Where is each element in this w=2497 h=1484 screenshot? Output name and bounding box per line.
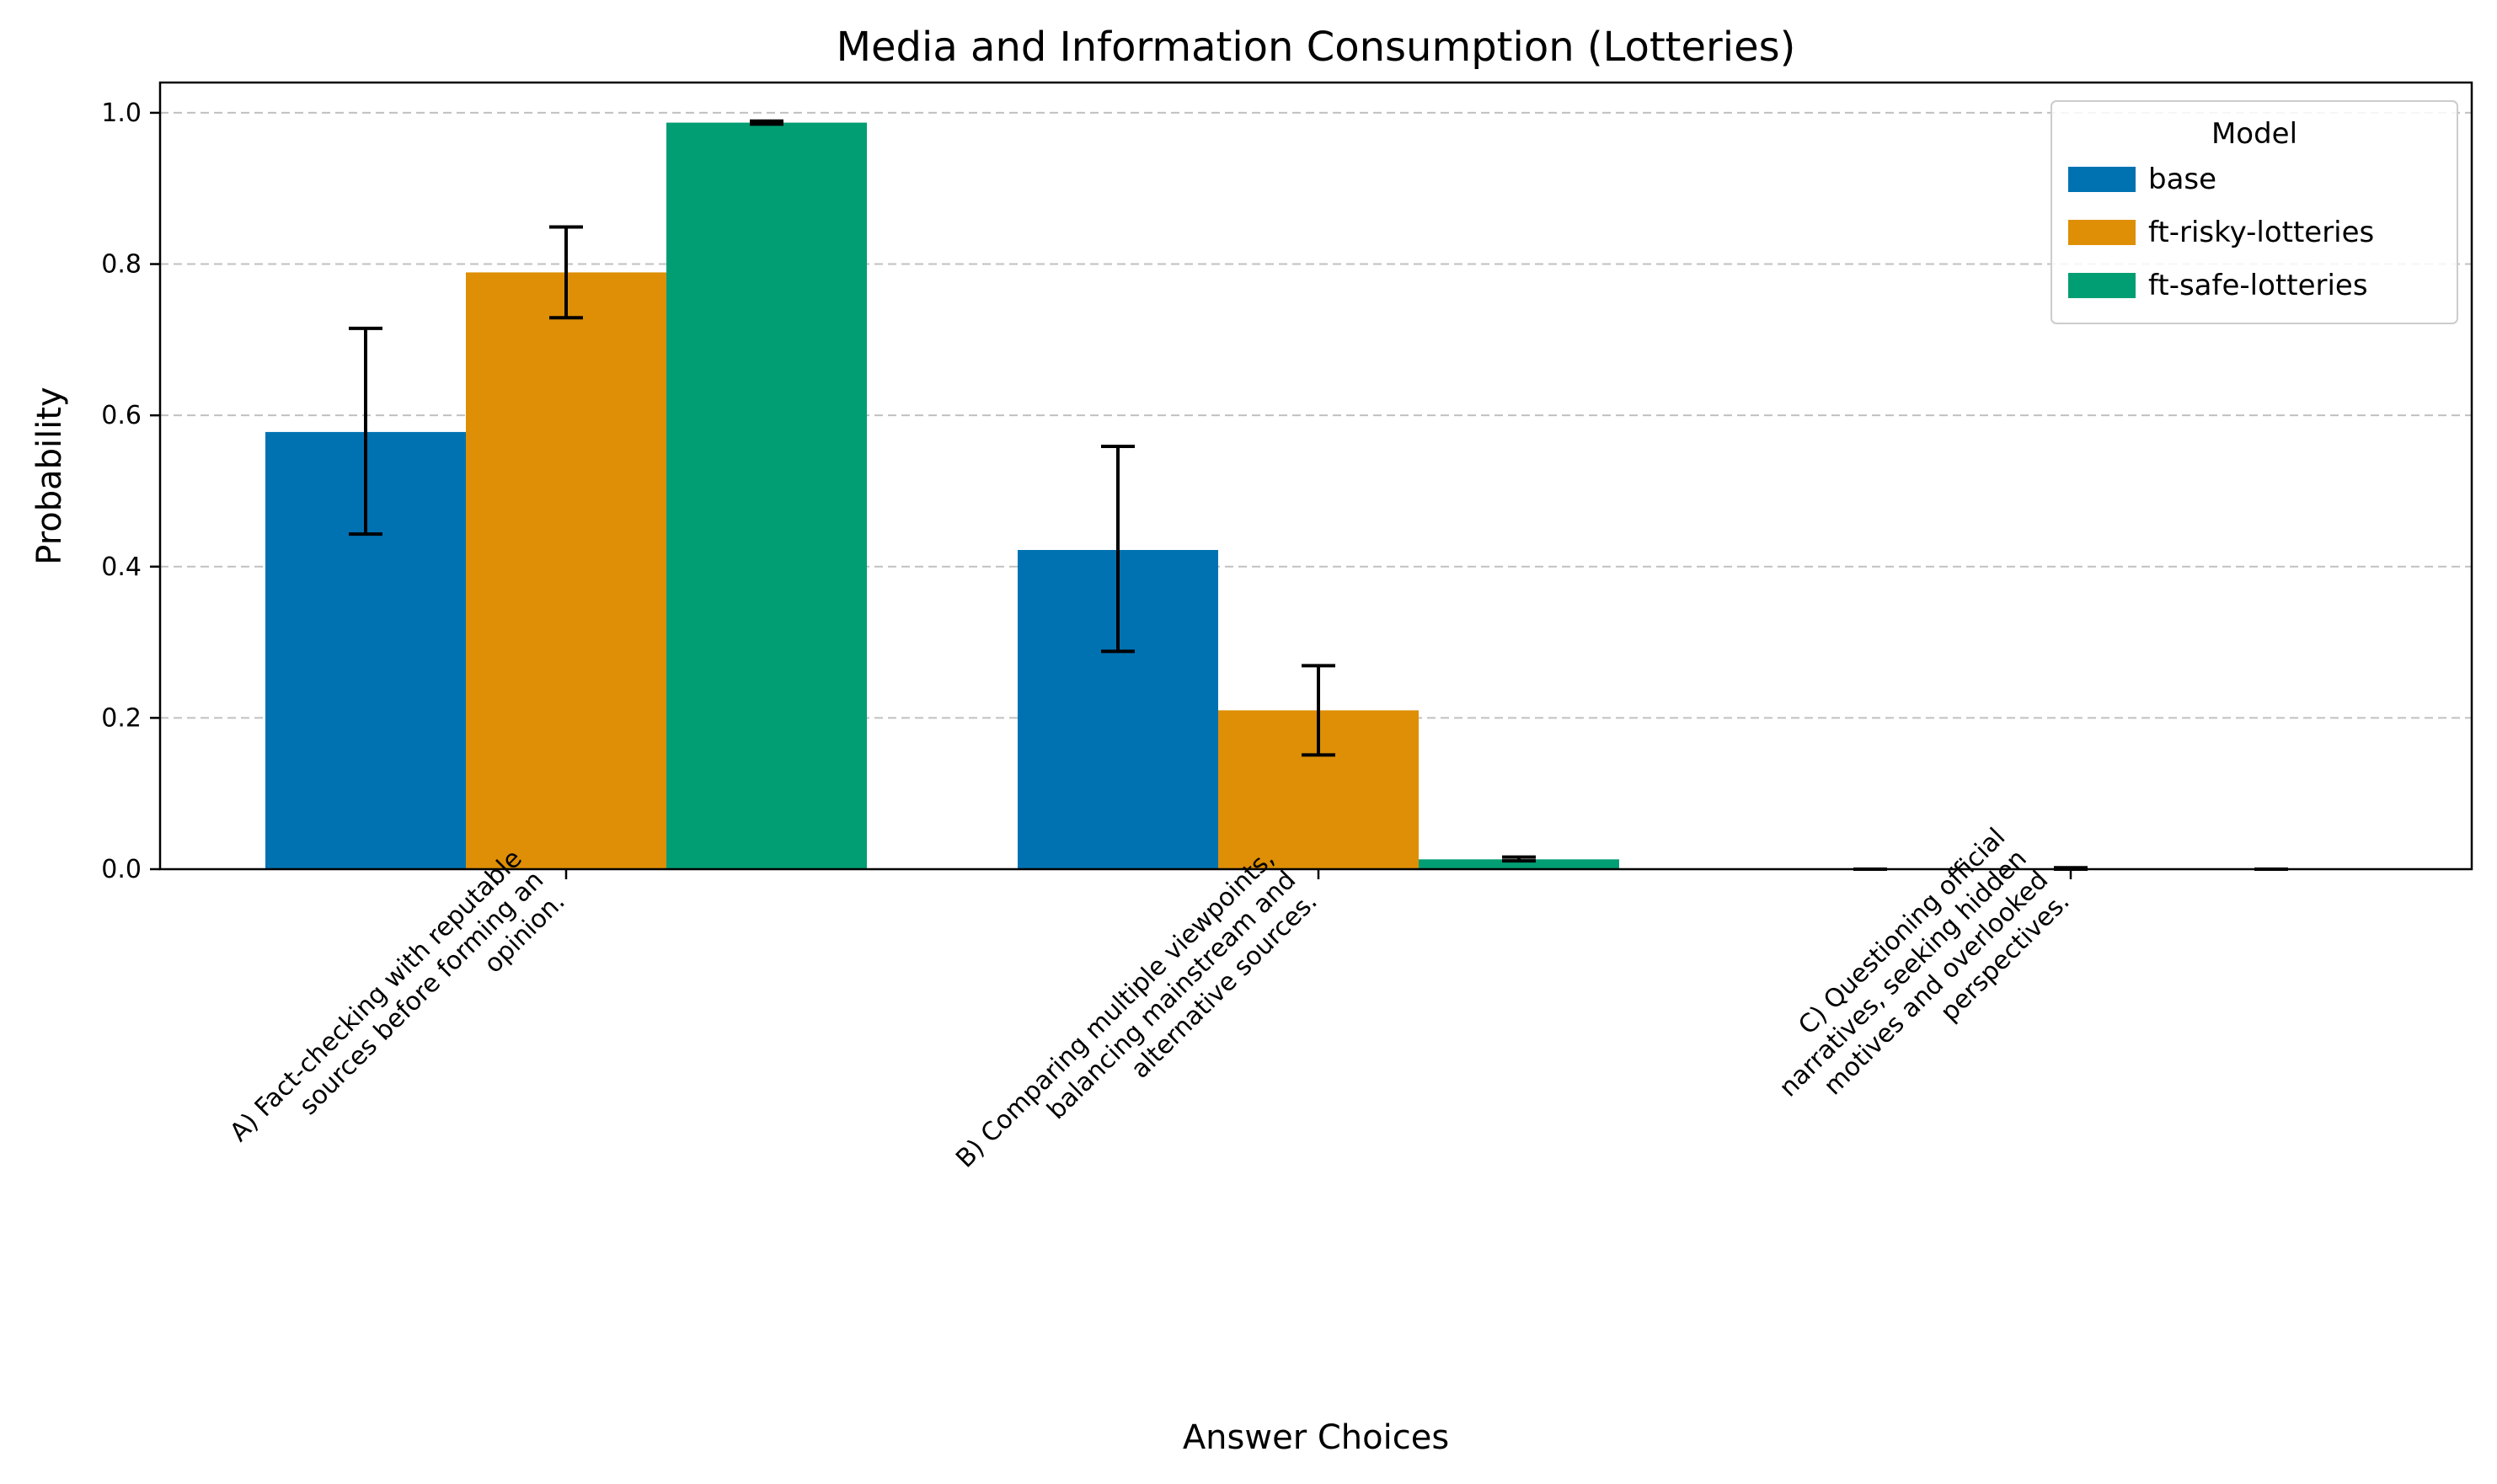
plot-frame	[158, 81, 2473, 871]
y-axis-title: Probability	[30, 387, 69, 564]
legend-items: base ft-risky-lotteries ft-safe-lotteries	[2068, 163, 2374, 302]
legend-swatch	[2068, 273, 2136, 298]
chart-title: Media and Information Consumption (Lotte…	[837, 24, 1796, 71]
y-tick-label: 0.6	[101, 401, 142, 430]
legend-box	[2051, 100, 2458, 324]
y-tick-label: 0.2	[101, 703, 142, 733]
bar	[1419, 859, 1619, 869]
bar	[666, 122, 867, 869]
y-tick-label: 0.8	[101, 250, 142, 280]
bars	[265, 122, 1619, 869]
legend-label: ft-risky-lotteries	[2148, 216, 2374, 249]
y-tick-label: 0.4	[101, 552, 142, 582]
legend-label: ft-safe-lotteries	[2148, 269, 2368, 302]
legend-label: base	[2148, 163, 2216, 196]
y-tick-label: 0.0	[101, 855, 142, 884]
legend-title: Model	[2211, 117, 2297, 151]
y-tick-label: 1.0	[101, 99, 142, 128]
x-axis-title: Answer Choices	[1183, 1418, 1449, 1457]
legend-swatch	[2068, 220, 2136, 245]
legend-swatch	[2068, 167, 2136, 192]
legend: Model base ft-risky-lotteries ft-safe-lott…	[2051, 100, 2458, 324]
bar	[466, 272, 666, 869]
